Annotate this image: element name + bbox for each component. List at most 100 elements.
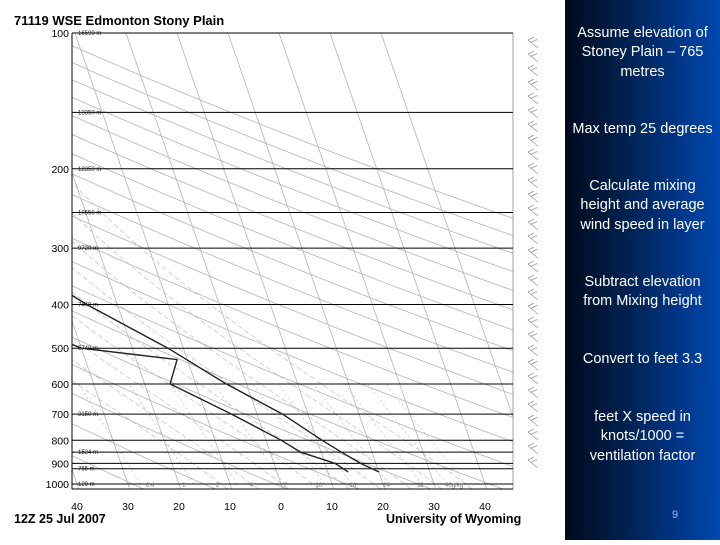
note-elevation: Assume elevation of Stoney Plain – 765 m… [577,25,708,80]
wind-barb [527,36,539,49]
wind-barb-flag [527,176,535,181]
wind-barb-flag [527,190,535,195]
wind-barb-flag [530,123,538,127]
wind-barb [527,372,539,385]
wind-barb-flag [530,207,538,211]
pressure-label: 100 [51,28,69,40]
height-label: 9720 m [78,246,98,252]
wind-barb-staff [527,165,539,175]
height-label: 7440 m [78,303,98,309]
wind-barb-flag [527,400,535,405]
wind-barb-staff [527,193,539,203]
wind-barb [527,78,539,91]
height-label: 13350 m [78,110,101,116]
temperature-tick-label: 0 [278,501,284,513]
temperature-tick-label: 20 [173,501,185,513]
wind-barb [527,176,539,189]
temperature-tick-label: 30 [122,501,134,513]
wind-barb-flag [530,39,538,43]
dry-adiabat-line [72,115,513,291]
wind-barb [527,302,539,315]
mixing-ratio-label: 16 [349,483,356,489]
note-max-temp: Max temp 25 degrees [572,121,713,137]
wind-barb-flag [527,92,535,97]
wind-barb-staff [527,445,539,455]
wind-barb-flag [527,162,535,167]
height-label: 10550 m [78,210,101,216]
wind-barb-staff [527,277,539,287]
note-ventilation-factor: feet X speed in knots/1000 = ventilation… [589,409,696,464]
moist-adiabat-line [72,291,351,489]
pressure-grid [71,32,514,490]
temperature-profile-line [72,294,380,473]
wind-barb [527,204,539,217]
wind-barb-staff [527,53,539,63]
dry-adiabat-line [72,194,513,373]
wind-barb-flag [530,179,538,183]
wind-barb [527,106,539,119]
wind-barb [527,92,539,105]
wind-barb-staff [527,459,539,469]
wind-barb [527,274,539,287]
mixing-ratio-label: 40g/kg [445,483,463,489]
wind-barb [527,232,539,245]
wind-barb-flag [530,417,538,421]
pressure-label: 700 [51,409,69,421]
wind-barb-staff [527,207,539,217]
wind-barb-flag [527,302,535,307]
wind-barb-flag [530,389,538,393]
dry-adiabat-line [72,261,513,443]
isotherm-line [176,33,335,489]
wind-barb-flag [530,263,538,267]
wind-barb-flag [527,78,535,83]
sounding-profiles [72,294,380,473]
mixing-ratio-label: 0.4 [146,483,155,489]
wind-barb-flag [530,305,538,309]
wind-barb [527,442,539,455]
wind-barb-flag [527,316,535,321]
source-label: University of Wyoming [386,512,521,526]
mixing-ratio-line [128,383,194,485]
mixing-ratio-label: 7 [284,483,288,489]
wind-barb-staff [527,347,539,357]
moist-adiabat-line [72,359,259,489]
wind-barb-flag [530,53,538,57]
wind-barb-staff [527,235,539,245]
dry-adiabat-line [72,153,513,331]
moist-adiabat-line [72,337,290,489]
isotherm-line [74,33,233,489]
moist-adiabat-line [72,315,320,489]
dry-adiabat-line [72,488,73,489]
wind-barb-flag [527,50,535,55]
pressure-label: 200 [51,164,69,176]
wind-barb-flag [530,221,538,225]
wind-barb-staff [527,123,539,133]
wind-barb-staff [527,403,539,413]
wind-barb-staff [527,263,539,273]
dry-adiabat-line [72,285,513,468]
wind-barb-staff [527,375,539,385]
moist-adiabat-line [72,380,228,489]
height-label: 120 m [78,482,95,488]
wind-barb-flag [527,386,535,391]
wind-barb [527,400,539,413]
dry-adiabat-line [72,423,217,489]
height-label: 765 m [78,467,95,473]
dry-adiabat-line [72,62,513,236]
mixing-ratio-label: 1 [182,483,186,489]
dry-adiabat-line [72,364,361,489]
wind-barb [527,344,539,357]
wind-barb-flag [530,347,538,351]
height-label: 1524 m [78,450,98,456]
wind-barb [527,218,539,231]
mixing-ratio-line [170,383,238,485]
wind-barb-staff [527,81,539,91]
mixing-ratio-label: 2 [216,483,220,489]
wind-barb-flag [530,375,538,379]
wind-barb-flag [530,361,538,365]
wind-barb-flag [527,218,535,223]
wind-barb [527,134,539,147]
isotherm-line [125,33,284,489]
wind-barb-flag [527,106,535,111]
wind-barb-flag [530,193,538,197]
